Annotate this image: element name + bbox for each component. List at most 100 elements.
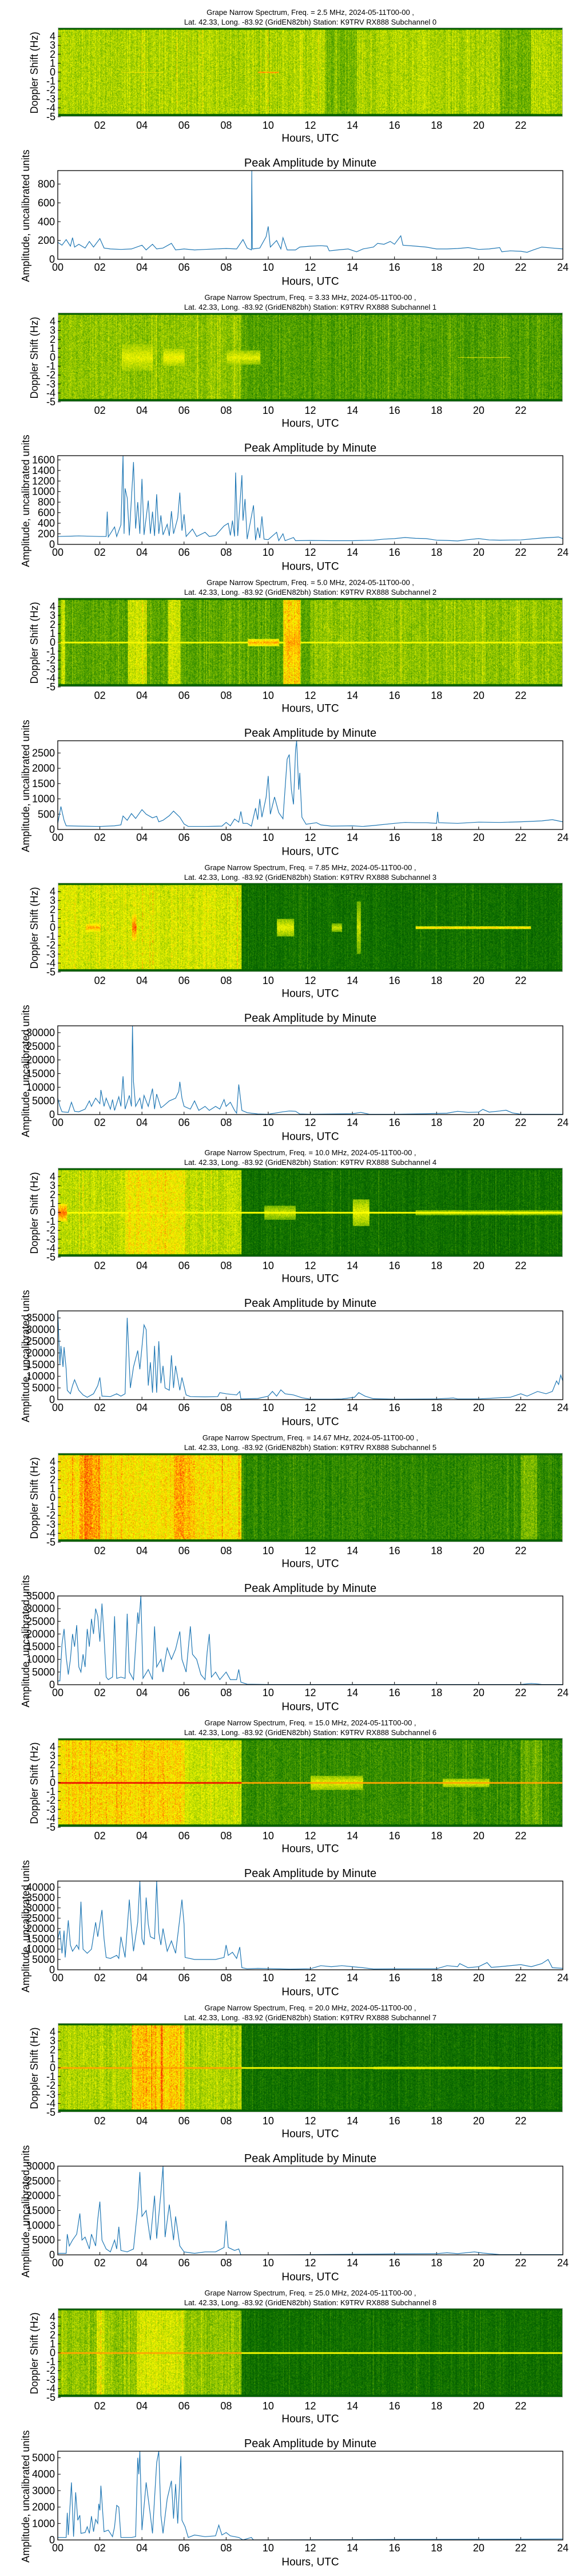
amplitude-x-tick-label: 20 [473, 2542, 484, 2554]
amplitude-x-tick-label: 06 [178, 1972, 190, 1984]
amplitude-series-line [58, 171, 563, 253]
spectrogram-x-tick-label: 06 [178, 2400, 190, 2412]
spectrogram-y-tick-label: -5 [46, 1822, 55, 1833]
spectrogram-x-tick-label: 10 [263, 2115, 274, 2127]
amplitude-y-tick-label: 5000 [32, 1666, 55, 1678]
spectrogram-y-tick-label: -2 [46, 1795, 55, 1806]
spectrogram-y-tick-label: 3 [50, 325, 55, 336]
amplitude-x-tick-label: 12 [304, 1117, 316, 1128]
amplitude-x-axis-label: Hours, UTC [281, 1701, 339, 1713]
spectrogram-x-tick-label: 14 [347, 1830, 358, 1842]
spectrogram-y-tick-label: -1 [46, 2356, 55, 2368]
amplitude-x-tick-label: 12 [304, 1687, 316, 1698]
spectrogram-x-tick-label: 22 [515, 1830, 526, 1842]
spectrogram-x-tick-label: 10 [263, 975, 274, 986]
spectrogram-title: Grape Narrow Spectrum, Freq. = 10.0 MHz,… [204, 1148, 416, 1157]
amplitude-x-tick-label: 10 [263, 1402, 274, 1413]
spectrogram-subtitle: Lat. 42.33, Long. -83.92 (GridEN82bh) St… [184, 2298, 437, 2307]
amplitude-series-line [58, 2451, 563, 2540]
amplitude-x-axis-label: Hours, UTC [281, 2557, 339, 2569]
spectrogram-y-tick-label: 2 [50, 2329, 55, 2341]
spectrogram-y-tick-label: -4 [46, 387, 55, 398]
spectrogram-y-tick-label: -5 [46, 966, 55, 978]
spectrogram-x-tick-label: 22 [515, 690, 526, 701]
amplitude-y-tick-label: 20000 [26, 1923, 55, 1934]
amplitude-y-axis-label: Amplitude, uncalibrated units [20, 2145, 31, 2277]
amplitude-title: Peak Amplitude by Minute [244, 1012, 376, 1025]
spectrogram-y-tick-label: -4 [46, 1527, 55, 1539]
spectrogram-y-tick-label: 4 [50, 2312, 55, 2323]
spectrogram-x-tick-label: 14 [347, 120, 358, 131]
amplitude-plot-frame [57, 1880, 563, 1970]
spectrogram-y-tick-label: 4 [50, 601, 55, 613]
amplitude-y-tick-label: 800 [38, 496, 55, 508]
amplitude-y-tick-label: 40000 [26, 1882, 55, 1893]
amplitude-x-tick-label: 22 [515, 2542, 526, 2554]
spectrogram-image [58, 1453, 562, 1542]
amplitude-x-tick-label: 20 [473, 2257, 484, 2269]
spectrogram-x-tick-label: 10 [263, 120, 274, 131]
spectrogram-x-tick-label: 12 [304, 690, 316, 701]
amplitude-x-tick-label: 00 [52, 1687, 63, 1698]
spectrogram-y-tick-label: 3 [50, 2035, 55, 2046]
amplitude-x-tick-label: 20 [473, 1687, 484, 1698]
amplitude-x-tick-label: 24 [557, 2542, 569, 2554]
spectrogram-x-tick-label: 04 [136, 1260, 148, 1271]
amplitude-x-tick-label: 06 [178, 2542, 190, 2554]
spectrogram-title: Grape Narrow Spectrum, Freq. = 5.0 MHz, … [206, 578, 414, 587]
spectrogram [58, 27, 563, 117]
amplitude-x-axis-label: Hours, UTC [281, 561, 339, 573]
spectrogram-x-tick-label: 18 [431, 1545, 442, 1556]
spectrogram-x-tick-label: 08 [220, 975, 232, 986]
amplitude-x-tick-label: 22 [515, 1402, 526, 1413]
amplitude-x-tick-label: 22 [515, 1687, 526, 1698]
amplitude-y-tick-label: 1200 [32, 475, 55, 487]
spectrogram-x-tick-label: 02 [94, 1260, 106, 1271]
amplitude-x-tick-label: 14 [347, 1402, 358, 1413]
spectrogram-image [58, 1739, 562, 1827]
amplitude-x-tick-label: 04 [136, 1687, 148, 1698]
amplitude-x-tick-label: 04 [136, 262, 148, 273]
spectrogram-x-tick-label: 02 [94, 690, 106, 701]
subchannel-0-panel: Grape Narrow Spectrum, Freq. = 2.5 MHz, … [0, 0, 572, 288]
amplitude-y-axis-label: Amplitude, uncalibrated units [20, 149, 31, 282]
spectrogram-y-tick-label: -1 [46, 1501, 55, 1512]
amplitude-x-tick-label: 06 [178, 1687, 190, 1698]
spectrogram-y-tick-label: 3 [50, 1750, 55, 1761]
spectrogram-subtitle: Lat. 42.33, Long. -83.92 (GridEN82bh) St… [184, 588, 437, 596]
spectrogram-y-tick-label: -3 [46, 2374, 55, 2385]
amplitude-y-tick-label: 1500 [32, 778, 55, 789]
spectrogram-y-tick-label: 2 [50, 334, 55, 345]
amplitude-x-tick-label: 14 [347, 1117, 358, 1128]
amplitude-x-tick-label: 12 [304, 1402, 316, 1413]
spectrogram-x-tick-label: 16 [389, 1545, 400, 1556]
spectrogram-y-tick-label: 4 [50, 1456, 55, 1468]
amplitude-x-tick-label: 16 [389, 832, 400, 843]
spectrogram-title: Grape Narrow Spectrum, Freq. = 15.0 MHz,… [204, 1718, 416, 1727]
spectrogram-x-tick-label: 04 [136, 1545, 148, 1556]
amplitude-plot-frame [57, 1310, 563, 1400]
spectrogram-x-tick-label: 04 [136, 690, 148, 701]
amplitude-y-tick-label: 25000 [26, 1615, 55, 1627]
spectrogram-image [58, 598, 562, 686]
amplitude-x-tick-label: 12 [304, 1972, 316, 1984]
spectrogram-x-tick-label: 20 [473, 2400, 484, 2412]
spectrogram [58, 2308, 563, 2397]
amplitude-x-tick-label: 02 [94, 1402, 106, 1413]
spectrogram-y-tick-label: -3 [46, 2089, 55, 2100]
amplitude-y-tick-label: 1000 [32, 2518, 55, 2529]
amplitude-x-tick-label: 02 [94, 547, 106, 558]
amplitude-x-tick-label: 20 [473, 832, 484, 843]
amplitude-y-tick-label: 25000 [26, 2175, 55, 2187]
spectrogram-y-tick-label: 0 [50, 1777, 55, 1788]
spectrogram-x-tick-label: 08 [220, 1545, 232, 1556]
spectrogram-x-tick-label: 12 [304, 975, 316, 986]
amplitude-x-tick-label: 10 [263, 832, 274, 843]
amplitude-y-tick-label: 5000 [32, 2234, 55, 2246]
amplitude-y-tick-label: 800 [38, 179, 55, 190]
amplitude-x-tick-label: 16 [389, 2542, 400, 2554]
subchannel-8-panel: Grape Narrow Spectrum, Freq. = 25.0 MHz,… [0, 2281, 572, 2569]
